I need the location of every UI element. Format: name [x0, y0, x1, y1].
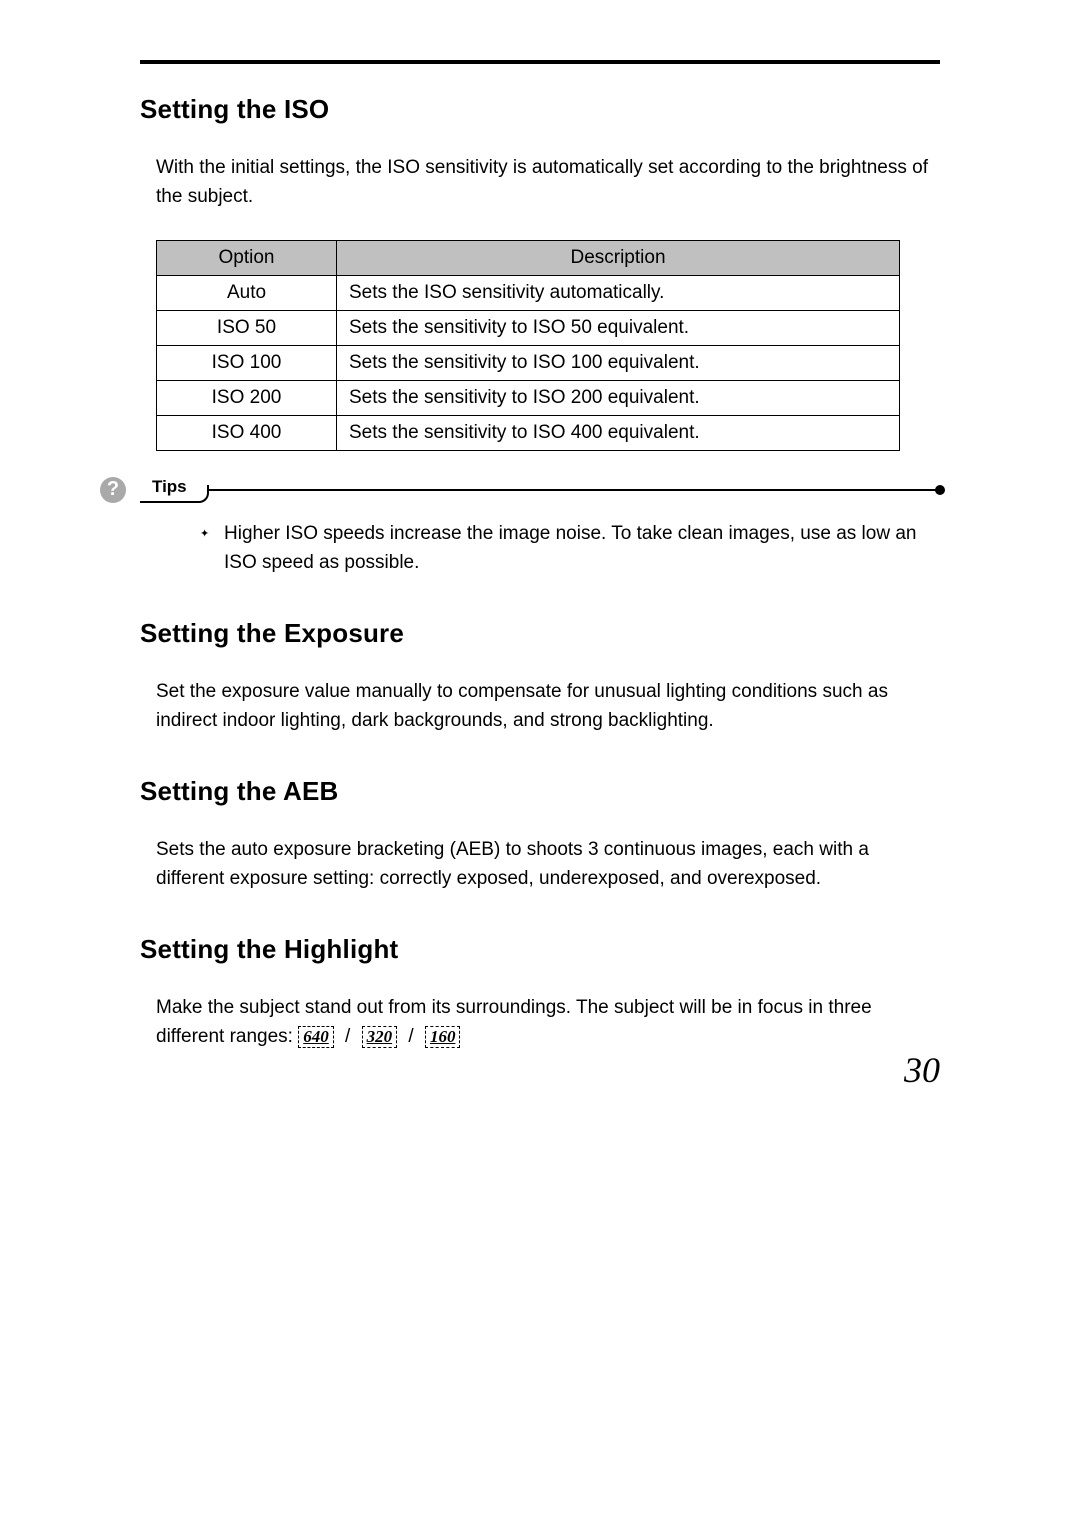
iso-table: Option Description Auto Sets the ISO sen…	[156, 240, 900, 451]
slash: /	[339, 1026, 356, 1047]
question-mark-icon: ?	[100, 477, 126, 503]
section-exposure: Setting the Exposure Set the exposure va…	[140, 618, 940, 736]
iso-description: Sets the sensitivity to ISO 400 equivale…	[337, 415, 900, 450]
heading-exposure: Setting the Exposure	[140, 618, 940, 649]
top-rule	[140, 60, 940, 64]
range-badge-320: 320	[362, 1026, 398, 1048]
tips-item: Higher ISO speeds increase the image noi…	[196, 519, 940, 578]
table-row: ISO 400 Sets the sensitivity to ISO 400 …	[157, 415, 900, 450]
exposure-body: Set the exposure value manually to compe…	[156, 677, 940, 736]
iso-option: ISO 200	[157, 380, 337, 415]
heading-highlight: Setting the Highlight	[140, 934, 940, 965]
iso-option: Auto	[157, 275, 337, 310]
iso-table-header-description: Description	[337, 240, 900, 275]
page-number: 30	[904, 1049, 940, 1091]
aeb-body: Sets the auto exposure bracketing (AEB) …	[156, 835, 940, 894]
tips-curve	[199, 485, 209, 503]
tips-label: Tips	[140, 477, 199, 503]
iso-intro: With the initial settings, the ISO sensi…	[156, 153, 940, 212]
heading-iso: Setting the ISO	[140, 94, 940, 125]
tips-list: Higher ISO speeds increase the image noi…	[196, 519, 940, 578]
page: Setting the ISO With the initial setting…	[0, 0, 1080, 1146]
iso-description: Sets the sensitivity to ISO 100 equivale…	[337, 345, 900, 380]
heading-aeb: Setting the AEB	[140, 776, 940, 807]
iso-table-header-option: Option	[157, 240, 337, 275]
highlight-body-prefix: Make the subject stand out from its surr…	[156, 997, 872, 1047]
tips-line	[209, 489, 940, 491]
table-row: Auto Sets the ISO sensitivity automatica…	[157, 275, 900, 310]
range-badge-640: 640	[298, 1026, 334, 1048]
tips-block: ? Tips	[100, 477, 940, 503]
iso-option: ISO 400	[157, 415, 337, 450]
table-row: ISO 100 Sets the sensitivity to ISO 100 …	[157, 345, 900, 380]
section-aeb: Setting the AEB Sets the auto exposure b…	[140, 776, 940, 894]
tips-dot-icon	[935, 485, 945, 495]
slash: /	[402, 1026, 419, 1047]
section-iso: Setting the ISO With the initial setting…	[140, 94, 940, 578]
iso-option: ISO 50	[157, 310, 337, 345]
table-row: ISO 200 Sets the sensitivity to ISO 200 …	[157, 380, 900, 415]
tips-header-row: ? Tips	[100, 477, 940, 503]
highlight-body: Make the subject stand out from its surr…	[156, 993, 940, 1052]
iso-description: Sets the ISO sensitivity automatically.	[337, 275, 900, 310]
table-row: ISO 50 Sets the sensitivity to ISO 50 eq…	[157, 310, 900, 345]
iso-description: Sets the sensitivity to ISO 50 equivalen…	[337, 310, 900, 345]
iso-description: Sets the sensitivity to ISO 200 equivale…	[337, 380, 900, 415]
range-badge-160: 160	[425, 1026, 461, 1048]
iso-option: ISO 100	[157, 345, 337, 380]
section-highlight: Setting the Highlight Make the subject s…	[140, 934, 940, 1052]
